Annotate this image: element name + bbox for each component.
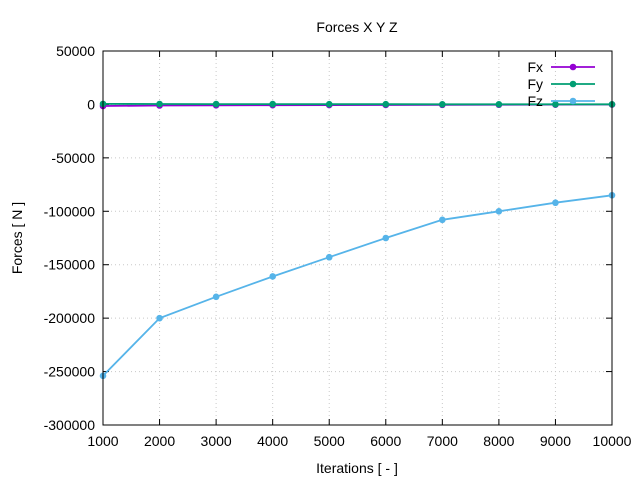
chart-title: Forces X Y Z — [316, 19, 398, 35]
x-axis-label: Iterations [ - ] — [316, 460, 398, 476]
data-point-fz — [382, 234, 390, 242]
data-point-fy — [325, 100, 333, 108]
data-point-fz — [495, 207, 503, 215]
x-tick-label: 8000 — [483, 433, 514, 449]
data-point-fy — [439, 101, 446, 108]
x-tick-label: 3000 — [201, 433, 232, 449]
data-point-fz — [269, 273, 276, 280]
data-point-fz — [439, 216, 446, 224]
data-point-fy — [269, 100, 276, 108]
data-point-fz — [212, 293, 220, 301]
y-tick-label: -50000 — [51, 150, 95, 166]
x-tick-label: 10000 — [593, 433, 632, 449]
legend-marker-fz — [569, 97, 577, 105]
x-tick-label: 2000 — [144, 433, 175, 449]
series-group — [99, 100, 616, 380]
data-point-fz — [325, 253, 333, 261]
legend-marker-fy — [569, 80, 577, 88]
data-point-fy — [212, 100, 220, 108]
y-tick-label: -250000 — [44, 364, 96, 380]
data-point-fz — [552, 199, 559, 207]
series-line-fz — [102, 194, 613, 377]
axis-ticks: -300000 -250000 -200000 -150000 -100000 -5000… — [44, 43, 632, 449]
data-point-fy — [495, 101, 503, 108]
x-tick-label: 9000 — [540, 433, 571, 449]
x-tick-label: 4000 — [257, 433, 288, 449]
x-tick-label: 6000 — [370, 433, 401, 449]
y-tick-label: -150000 — [44, 257, 96, 273]
data-point-fy — [552, 101, 559, 108]
x-tick-label: 1000 — [87, 433, 118, 449]
plot-frame — [102, 50, 613, 426]
y-axis-label: Forces [ N ] — [9, 202, 25, 274]
legend-label-fx: Fx — [527, 59, 543, 75]
y-tick-label: -300000 — [44, 417, 96, 433]
legend-marker-fx — [569, 63, 577, 71]
y-tick-label: -100000 — [44, 203, 96, 219]
y-tick-label: -200000 — [44, 310, 96, 326]
y-tick-label: 0 — [87, 96, 95, 112]
y-tick-label: 50000 — [56, 43, 95, 59]
data-point-fy — [156, 100, 163, 108]
data-point-fz — [156, 314, 163, 322]
legend-label-fz: Fz — [527, 93, 543, 109]
x-tick-label: 7000 — [427, 433, 458, 449]
legend-label-fy: Fy — [527, 76, 543, 92]
data-point-fy — [382, 100, 390, 108]
x-tick-label: 5000 — [314, 433, 345, 449]
